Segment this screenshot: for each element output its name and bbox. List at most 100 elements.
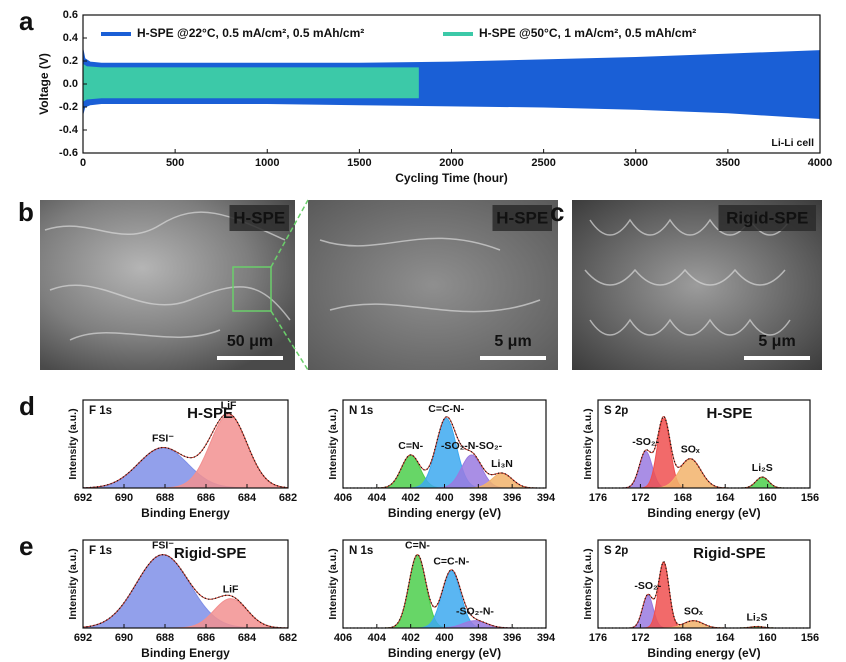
core-level: F 1s: [89, 545, 112, 557]
peak-label: -SO₂-N-: [456, 605, 494, 617]
x-tick-label: 396: [503, 492, 521, 504]
y-axis-label: Intensity (a.u.): [327, 408, 339, 479]
sample-tag: H-SPE: [707, 405, 753, 422]
x-tick-label: 688: [156, 632, 174, 644]
envelope: [598, 561, 810, 629]
raw-data: [82, 412, 289, 489]
peak-label: LiF: [223, 583, 239, 595]
x-tick-label: 396: [503, 632, 521, 644]
peak-label: SOₓ: [684, 605, 703, 617]
panel-label: e: [19, 531, 33, 561]
raw-data: [598, 561, 810, 629]
y-axis-label: Intensity (a.u.): [582, 548, 594, 619]
peak-label: LiF: [221, 399, 237, 411]
x-tick-label: 160: [758, 632, 776, 644]
x-tick-label: 684: [238, 632, 257, 644]
y-axis-label: Voltage (V): [37, 53, 51, 115]
envelope: [598, 416, 810, 489]
raw-data: [82, 554, 289, 629]
x-tick-label: 176: [589, 492, 607, 504]
x-axis-label: Binding energy (eV): [647, 506, 760, 520]
zoom-line: [270, 310, 309, 371]
x-tick-label: 1500: [347, 157, 371, 169]
x-tick-label: 156: [801, 492, 819, 504]
x-tick-label: 164: [716, 632, 735, 644]
y-axis-label: Intensity (a.u.): [582, 408, 594, 479]
tag-background: [492, 205, 552, 231]
x-tick-label: 398: [469, 492, 487, 504]
x-tick-label: 160: [758, 492, 776, 504]
x-tick-label: 1000: [255, 157, 279, 169]
tag-background: [718, 205, 816, 231]
y-axis-label: Intensity (a.u.): [327, 548, 339, 619]
x-tick-label: 394: [537, 492, 556, 504]
y-axis-label: Intensity (a.u.): [67, 548, 79, 619]
core-level: N 1s: [349, 405, 373, 417]
peak-label: -SO₂-: [632, 436, 659, 448]
scale-label: 5 μm: [758, 333, 795, 350]
core-level: S 2p: [604, 545, 628, 557]
peak-label: Li₂S: [752, 462, 773, 474]
fit-peak: [343, 417, 546, 489]
fit-peak: [343, 570, 546, 629]
x-tick-label: 400: [435, 492, 453, 504]
x-tick-label: 172: [631, 492, 649, 504]
y-tick-label: -0.4: [59, 124, 79, 136]
y-tick-label: 0.6: [63, 9, 78, 21]
fit-peak: [598, 594, 810, 629]
x-tick-label: 2000: [439, 157, 463, 169]
y-tick-label: -0.6: [59, 147, 78, 159]
scale-label: 50 μm: [227, 333, 273, 350]
legend-label: H-SPE @22°C, 0.5 mA/cm², 0.5 mAh/cm²: [137, 26, 364, 40]
panel-label: b: [18, 197, 34, 227]
y-tick-label: 0.4: [63, 32, 79, 44]
fit-peak: [598, 458, 810, 489]
tag-background: [229, 205, 289, 231]
x-tick-label: 400: [435, 632, 453, 644]
zoom-box: [232, 266, 272, 312]
image-tag: H-SPE: [233, 208, 285, 227]
x-tick-label: 690: [115, 492, 133, 504]
core-level: F 1s: [89, 405, 112, 417]
scale-label: 5 μm: [494, 333, 531, 350]
x-tick-label: 500: [166, 157, 184, 169]
x-tick-label: 690: [115, 632, 133, 644]
x-tick-label: 692: [74, 492, 92, 504]
sample-tag: Rigid-SPE: [174, 545, 247, 562]
voltage-band: [82, 63, 419, 103]
peak-label: -SO₂-N-SO₂-: [441, 440, 503, 452]
x-tick-label: 3500: [716, 157, 740, 169]
x-axis-label: Binding energy (eV): [647, 646, 760, 660]
x-axis-label: Cycling Time (hour): [395, 171, 507, 185]
x-tick-label: 686: [197, 492, 215, 504]
x-axis-label: Binding Energy: [141, 646, 230, 660]
y-tick-label: 0.2: [63, 55, 78, 67]
x-tick-label: 406: [334, 632, 352, 644]
x-axis-label: Binding energy (eV): [388, 506, 501, 520]
peak-label: C=C-N-: [428, 403, 464, 415]
x-tick-label: 168: [674, 492, 692, 504]
plot-frame: [82, 539, 289, 629]
peak-label: Li₂S: [747, 611, 768, 623]
panel-label: d: [19, 391, 35, 421]
x-tick-label: 4000: [808, 157, 832, 169]
x-tick-label: 404: [368, 632, 387, 644]
plot-frame: [597, 399, 811, 489]
peak-label: C=N-: [398, 440, 423, 452]
sample-tag: H-SPE: [187, 405, 233, 422]
x-tick-label: 156: [801, 632, 819, 644]
x-tick-label: 692: [74, 632, 92, 644]
x-tick-label: 402: [401, 632, 419, 644]
peak-label: C=C-N-: [433, 556, 469, 568]
x-tick-label: 682: [279, 492, 297, 504]
x-axis-label: Binding energy (eV): [388, 646, 501, 660]
y-tick-label: -0.2: [59, 101, 78, 113]
peak-label: FSI⁻: [152, 432, 174, 444]
x-tick-label: 168: [674, 632, 692, 644]
x-tick-label: 3000: [624, 157, 648, 169]
x-tick-label: 688: [156, 492, 174, 504]
x-tick-label: 176: [589, 632, 607, 644]
x-tick-label: 398: [469, 632, 487, 644]
sample-tag: Rigid-SPE: [693, 545, 766, 562]
